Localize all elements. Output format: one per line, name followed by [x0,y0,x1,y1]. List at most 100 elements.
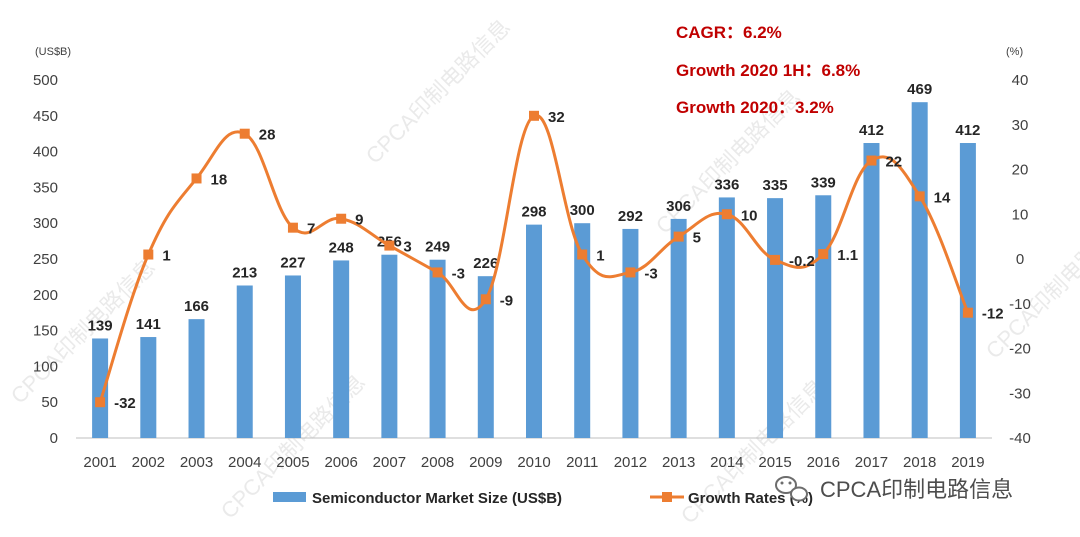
bar-value-label: 335 [763,177,788,194]
growth-marker-2009 [480,294,491,305]
growth-marker-2005 [287,222,298,233]
bar-2009 [477,276,494,438]
x-axis-tick-label: 2013 [662,454,695,471]
growth-marker-2019 [962,307,973,318]
x-axis-tick-label: 2007 [373,454,406,471]
bar-2001 [92,338,109,438]
left-axis-tick-label: 200 [33,287,58,304]
right-axis-tick-label: -10 [1009,296,1031,313]
left-axis-tick-label: 450 [33,108,58,125]
legend-bar-swatch [273,492,306,502]
bar-2011 [574,223,591,438]
right-axis-tick-label: 30 [1012,117,1029,134]
left-axis-tick-label: 300 [33,215,58,232]
bar-2006 [333,260,350,438]
left-axis-tick-label: 250 [33,251,58,268]
x-axis-tick-label: 2011 [566,454,598,471]
right-axis-tick-label: -30 [1009,385,1031,402]
growth-marker-2014 [721,209,732,220]
left-axis-tick-label: 400 [33,144,58,161]
growth-marker-2007 [384,240,395,251]
growth-value-label: -12 [982,306,1004,323]
x-axis-tick-label: 2016 [807,454,840,471]
left-axis-tick-label: 100 [33,358,58,375]
growth-value-label: 5 [693,230,701,247]
growth-marker-2003 [191,173,202,184]
annotation-growth-2020: Growth 2020：3.2% [676,98,834,117]
x-axis-tick-label: 2009 [469,454,502,471]
x-axis-tick-label: 2018 [903,454,936,471]
legend-line-marker [662,492,672,502]
left-axis-tick-label: 500 [33,72,58,89]
x-axis-tick-label: 2012 [614,454,647,471]
bar-2015 [767,198,784,438]
bar-value-label: 226 [473,255,498,272]
bar-2008 [429,259,446,438]
bar-value-label: 469 [907,81,932,98]
right-axis-tick-label: 20 [1012,162,1029,179]
x-axis-tick-label: 2017 [855,454,888,471]
right-axis-tick-label: -20 [1009,341,1031,358]
corner-watermark: CPCA印制电路信息 [775,476,1013,502]
left-axis-unit: (US$B) [35,46,71,58]
x-axis-tick-label: 2019 [951,454,984,471]
bar-2005 [284,275,301,438]
legend: Semiconductor Market Size (US$B) Growth … [273,490,813,507]
growth-value-label: -3 [452,265,465,282]
growth-marker-2002 [143,249,154,260]
growth-marker-2001 [95,397,106,408]
bar-value-label: 300 [570,202,595,219]
bar-value-label: 292 [618,208,643,225]
x-axis-tick-label: 2005 [276,454,309,471]
growth-value-label: 28 [259,127,276,144]
growth-marker-2018 [914,191,925,202]
left-axis-tick-label: 50 [41,394,58,411]
growth-value-label: 14 [934,189,951,206]
bar-value-label: 412 [955,122,980,139]
annotation-growth-2020-1h: Growth 2020 1H：6.8% [676,61,860,80]
bar-value-label: 141 [136,316,161,333]
bar-value-label: 139 [88,317,113,334]
bar-value-label: 298 [521,204,546,221]
wechat-icon [775,476,808,502]
bar-2007 [381,254,398,438]
bar-2016 [815,195,832,438]
annotation-cagr: CAGR：6.2% [676,23,782,42]
growth-value-label: 7 [307,221,315,238]
bar-value-label: 248 [329,239,354,256]
growth-value-label: 9 [355,212,363,229]
growth-marker-2010 [529,110,539,121]
left-axis-tick-label: 0 [50,430,58,447]
x-axis-ticks: 2001 2002 2003 2004 2005 2006 2007 2008 2009 2010… [83,454,984,471]
growth-value-label: 22 [885,154,902,171]
growth-value-label: -0.2 [789,253,815,270]
growth-marker-2015 [770,254,781,265]
left-axis-ticks: 0 50 100 150 200 250 300 350 400 450 500 [33,72,58,447]
growth-value-label: -3 [644,265,657,282]
growth-value-label: 1 [596,248,604,265]
left-axis-tick-label: 150 [33,323,58,340]
growth-marker-2012 [625,267,636,278]
x-axis-tick-label: 2002 [132,454,165,471]
bar-2003 [188,319,205,438]
x-axis-tick-label: 2008 [421,454,454,471]
x-axis-tick-label: 2001 [83,454,116,471]
x-axis-tick-label: 2004 [228,454,261,471]
x-axis-tick-label: 2015 [758,454,791,471]
right-axis-unit: (%) [1006,46,1023,58]
right-axis-tick-label: 10 [1012,206,1029,223]
legend-bar-label: Semiconductor Market Size (US$B) [312,490,562,507]
growth-marker-2017 [866,155,877,166]
growth-marker-2013 [673,231,684,242]
bar-2017 [863,143,880,438]
bar-value-label: 306 [666,198,691,215]
x-axis-tick-label: 2006 [324,454,357,471]
x-axis-tick-label: 2014 [710,454,743,471]
growth-marker-2016 [818,249,829,260]
right-axis-tick-label: 40 [1012,72,1029,89]
bar-2004 [236,285,253,438]
bar-value-label: 412 [859,122,884,139]
growth-markers [95,110,973,408]
growth-value-label: 1 [162,248,170,265]
